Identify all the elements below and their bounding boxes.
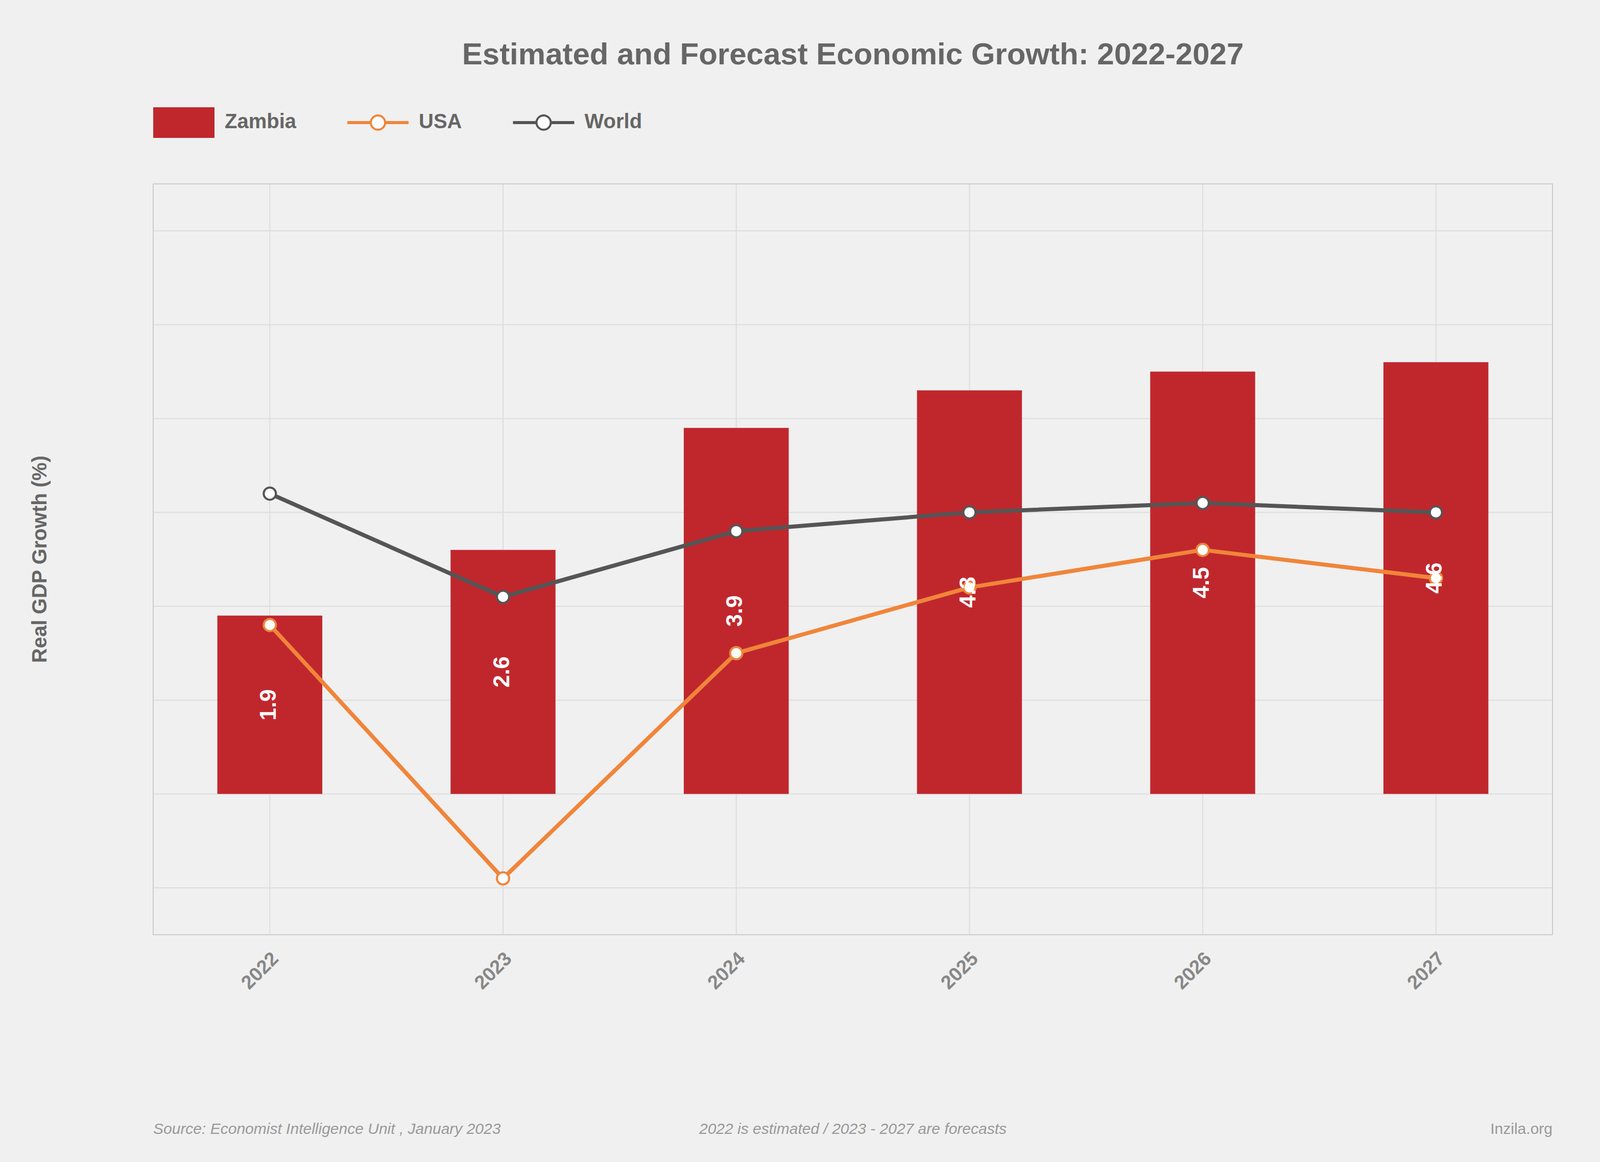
x-tick-label: 2027 <box>1402 947 1449 993</box>
bar <box>1150 371 1256 795</box>
grid-line <box>153 699 1553 701</box>
data-label: 1.9 <box>255 688 281 721</box>
marker <box>263 618 276 632</box>
grid-line <box>153 230 1553 232</box>
x-tick-label: 2025 <box>936 947 983 993</box>
bar <box>217 615 323 794</box>
annotation: 2022 is estimated / 2023 - 2027 are fore… <box>698 1119 1007 1137</box>
marker <box>730 524 743 538</box>
marker <box>963 506 976 519</box>
bar <box>1383 362 1489 794</box>
data-label: 4.3 <box>954 576 981 608</box>
marker <box>1429 506 1443 519</box>
line <box>269 493 1436 597</box>
marker <box>263 487 276 500</box>
data-label: 4.6 <box>1421 562 1447 594</box>
grid-line <box>269 183 271 935</box>
legend: Zambia USA World <box>153 107 642 138</box>
legend-swatch <box>153 107 215 138</box>
marker <box>730 647 743 660</box>
legend-label: Zambia <box>224 109 297 133</box>
grid <box>153 183 1553 935</box>
legend-label: USA <box>418 109 462 133</box>
x-tick-label: 2024 <box>703 947 749 993</box>
annotation: Inzila.org <box>1490 1119 1553 1137</box>
grid-line <box>153 511 1553 513</box>
plot-frame <box>153 183 1553 935</box>
legend-marker <box>370 115 386 130</box>
bar <box>683 427 790 795</box>
marker <box>1196 543 1209 557</box>
line <box>269 550 1436 879</box>
data-label: 2.6 <box>488 656 514 688</box>
marker <box>1196 496 1209 510</box>
x-tick-label: 2023 <box>469 947 516 993</box>
data-label: 3.9 <box>721 594 747 627</box>
grid-line <box>153 324 1553 326</box>
annotation: Source: Economist Intelligence Unit , Ja… <box>153 1119 501 1137</box>
legend-marker <box>536 115 552 130</box>
background <box>0 0 1600 1162</box>
x-tick-label: 2026 <box>1169 947 1215 993</box>
grid-line <box>153 887 1553 889</box>
marks <box>217 362 1489 885</box>
title: Estimated and Forecast Economic Growth: … <box>462 36 1245 71</box>
marker <box>496 590 510 604</box>
data-labels: 1.9 2.6 3.9 4.3 4.5 4.6 <box>255 562 1447 721</box>
x-tick-label: 2022 <box>236 947 283 993</box>
legend-label: World <box>584 109 643 133</box>
marker <box>496 872 510 885</box>
grid-line <box>153 605 1553 607</box>
data-label: 4.5 <box>1188 566 1214 599</box>
grid-line <box>153 417 1553 419</box>
y-axis-label: Real GDP Growth (%) <box>28 455 51 663</box>
chart: Estimated and Forecast Economic Growth: … <box>0 0 1600 1162</box>
grid-line <box>153 793 1553 795</box>
bar <box>917 390 1023 794</box>
